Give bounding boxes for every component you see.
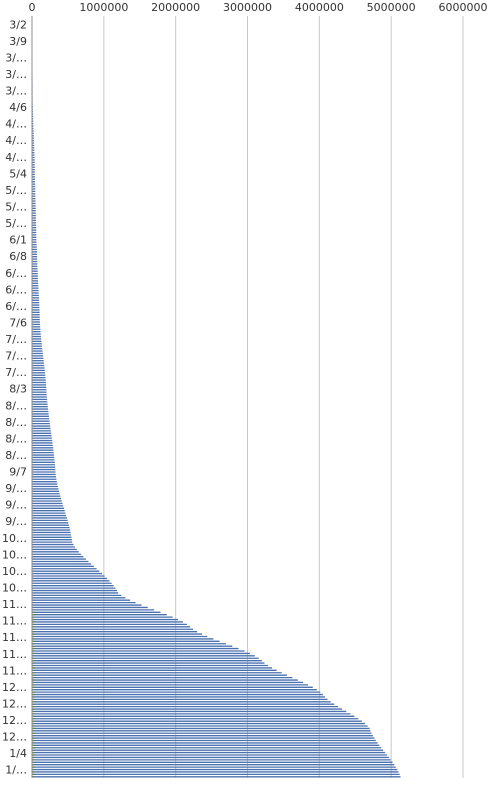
y-tick-label: 8/… (5, 432, 27, 445)
y-tick-label: 12… (2, 714, 27, 727)
y-tick-label: 11… (2, 664, 27, 677)
y-tick-label: 12… (2, 681, 27, 694)
y-tick-label: 8/… (5, 399, 27, 412)
y-tick-label: 10… (2, 565, 27, 578)
y-tick-label: 7/… (5, 333, 27, 346)
y-tick-label: 9/… (5, 515, 27, 528)
y-tick-label: 10… (2, 548, 27, 561)
y-tick-label: 12… (2, 697, 27, 710)
x-tick-label: 3000000 (223, 1, 272, 14)
y-tick-label: 11… (2, 648, 27, 661)
y-tick-label: 6/… (5, 300, 27, 313)
x-tick-label: 1000000 (79, 1, 128, 14)
x-tick-label: 5000000 (367, 1, 416, 14)
bars (32, 18, 401, 778)
y-tick-label: 6/1 (9, 234, 27, 247)
x-tick-label: 6000000 (439, 1, 488, 14)
x-tick-label: 4000000 (295, 1, 344, 14)
y-tick-label: 4/… (5, 151, 27, 164)
y-tick-label: 7/… (5, 350, 27, 363)
y-tick-label: 10… (2, 582, 27, 595)
x-axis-tick-labels: 0 1000000 2000000 3000000 4000000 5000000 6000… (29, 1, 488, 14)
x-tick-label: 0 (29, 1, 36, 14)
y-tick-label: 6/8 (9, 250, 27, 263)
y-tick-label: 8/… (5, 449, 27, 462)
y-tick-label: 3/… (5, 85, 27, 98)
y-tick-label: 11… (2, 631, 27, 644)
y-tick-label: 6/… (5, 267, 27, 280)
y-tick-label: 9/… (5, 499, 27, 512)
y-tick-label: 3/… (5, 68, 27, 81)
y-tick-label: 5/4 (9, 167, 27, 180)
y-tick-label: 11… (2, 615, 27, 628)
y-tick-label: 11… (2, 598, 27, 611)
y-tick-label: 10… (2, 532, 27, 545)
y-tick-label: 9/… (5, 482, 27, 495)
y-axis-category-labels: 3/2 3/9 3/… 3/… 3/… 4/6 4/… 4/… 4/… 5/4 5/… 5/… 5/… 6… (2, 18, 27, 776)
y-tick-label: 5/… (5, 201, 27, 214)
y-tick-label: 4/… (5, 134, 27, 147)
y-tick-label: 1/… (5, 764, 27, 777)
y-tick-label: 9/7 (9, 466, 27, 479)
y-tick-label: 3/9 (9, 35, 27, 48)
y-tick-label: 5/… (5, 217, 27, 230)
y-tick-label: 6/… (5, 283, 27, 296)
y-tick-label: 3/… (5, 51, 27, 64)
y-tick-label: 4/… (5, 118, 27, 131)
y-tick-label: 3/2 (9, 18, 27, 31)
y-tick-label: 12… (2, 731, 27, 744)
y-tick-label: 4/6 (9, 101, 27, 114)
y-tick-label: 7/6 (9, 316, 27, 329)
y-tick-label: 1/4 (9, 747, 27, 760)
y-tick-label: 8/3 (9, 383, 27, 396)
y-tick-label: 8/… (5, 416, 27, 429)
y-tick-label: 5/… (5, 184, 27, 197)
y-tick-label: 7/… (5, 366, 27, 379)
x-tick-label: 2000000 (151, 1, 200, 14)
